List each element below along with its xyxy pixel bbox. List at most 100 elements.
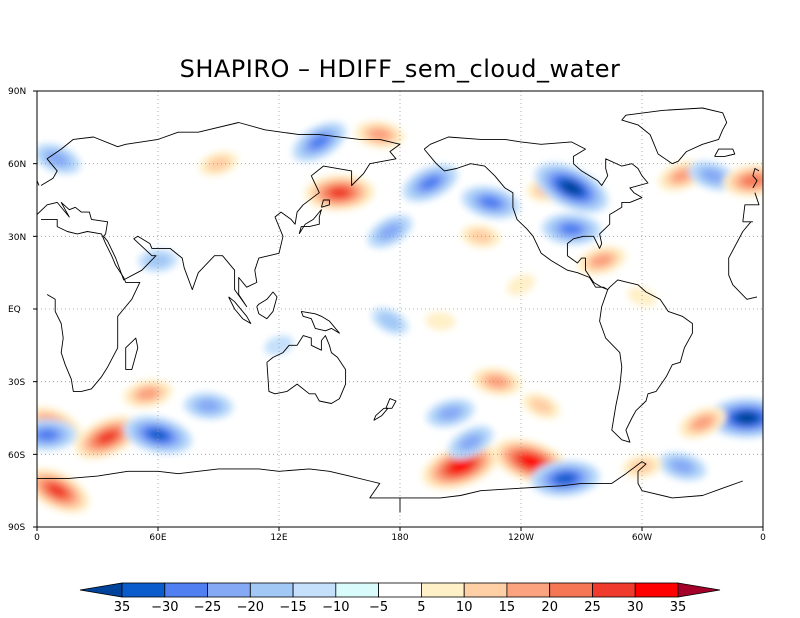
anomaly-neg-36-level-1 [264, 335, 294, 356]
lat-label-60n: 60N [8, 160, 27, 170]
lon-label-0: 0 [34, 533, 40, 543]
anomaly-neg-13-level-3 [379, 223, 401, 240]
colorbar-swatch-10 [506, 582, 551, 598]
anomaly-neg-22-level-3 [197, 399, 220, 412]
anomaly-pos-21-level-5 [47, 484, 67, 498]
anomaly-neg-26-level-3 [460, 434, 481, 450]
colorbar-label-12: 30 [627, 600, 644, 615]
colorbar-swatch-2 [164, 582, 209, 598]
anomaly-pos-20-level-3 [136, 387, 159, 400]
colorbar-swatch-4 [249, 582, 294, 598]
coastline-16 [37, 461, 743, 513]
coastline-10 [256, 291, 278, 320]
anomaly-pos-18-level-5 [98, 431, 117, 444]
anomaly-neg-11-level-3 [701, 169, 724, 183]
anomaly-neg-0-level-4 [309, 134, 329, 149]
colorbar-swatch-7 [378, 582, 422, 598]
coastline-1 [41, 218, 758, 392]
anomaly-pos-39-level-1 [506, 274, 536, 296]
colorbar-swatch-3 [207, 582, 251, 598]
coastline-2 [423, 136, 649, 291]
colorbar: 35 −30 −25 −20 −15 −10 −5 5 10 15 20 25 30 35 [79, 582, 721, 615]
anomaly-neg-6-level-4 [480, 196, 501, 209]
anomaly-neg-34-level-2 [378, 312, 402, 330]
anomaly-pos-23-level-6 [451, 460, 470, 473]
lon-label-60e: 60E [149, 533, 167, 543]
coastline-4 [266, 335, 347, 404]
lon-label-60w: 60W [631, 533, 653, 543]
lon-label-120w: 120W [507, 533, 535, 543]
anomaly-pos-15-level-3 [590, 254, 613, 268]
lat-label-90n: 90N [8, 87, 27, 97]
anomaly-pos-33-level-2 [629, 459, 655, 474]
coastline-15 [714, 148, 736, 157]
anomaly-neg-30-level-6 [737, 413, 757, 423]
colorbar-arrow-high [677, 582, 721, 598]
colorbar-swatch-1 [121, 582, 166, 598]
anomaly-neg-25-level-5 [555, 473, 576, 484]
colorbar-label-5: −10 [322, 600, 349, 615]
anomaly-pos-24-level-6 [521, 456, 541, 468]
coastline-8 [320, 199, 330, 208]
colorbar-label-1: −30 [151, 600, 178, 615]
colorbar-label-8: 10 [456, 600, 473, 615]
lon-label-180: 180 [391, 533, 409, 543]
colorbar-label-3: −20 [237, 600, 264, 615]
coastline-13 [373, 407, 389, 421]
colorbar-label-11: 25 [584, 600, 601, 615]
anomaly-neg-9-level-4 [561, 223, 582, 235]
lat-label-60s: 60S [8, 451, 26, 461]
gridlines [37, 91, 763, 527]
colorbar-swatch-9 [463, 582, 508, 598]
anomaly-pos-14-level-2 [468, 229, 493, 244]
colorbar-swatch-6 [335, 582, 379, 598]
anomaly-neg-32-level-3 [671, 460, 694, 473]
map-title: SHAPIRO – HDIFF_sem_cloud_water [179, 55, 621, 83]
anomaly-neg-28-level-3 [439, 406, 462, 420]
anomaly-pos-1-level-3 [368, 128, 391, 141]
field-anomalies [37, 120, 763, 514]
colorbar-swatch-12 [592, 582, 636, 598]
colorbar-arrow-low [79, 582, 123, 598]
anomaly-neg-5-level-4 [420, 176, 440, 190]
colorbar-swatch-11 [549, 582, 593, 598]
colorbar-swatch-5 [292, 582, 337, 598]
colorbar-label-6: −5 [369, 600, 388, 615]
anomaly-pos-35-level-1 [425, 311, 456, 331]
anomaly-pos-27-level-3 [485, 375, 508, 388]
axis-ticks [33, 90, 764, 531]
coastline-11 [300, 310, 340, 334]
colorbar-swatch-8 [420, 582, 465, 598]
anomaly-neg-19-level-5 [148, 429, 168, 441]
coastline-0 [37, 122, 760, 308]
anomaly-pos-31-level-3 [692, 415, 713, 430]
anomaly-pos-10-level-3 [671, 168, 693, 183]
coastline-12 [385, 398, 397, 409]
anomaly-neg-17-level-4 [37, 429, 58, 441]
anomaly-pos-37-level-1 [627, 286, 657, 307]
coastline-3 [599, 279, 693, 443]
anomaly-neg-38-level-2 [145, 253, 171, 268]
lon-label-120e: 12E [270, 533, 288, 543]
anomaly-pos-2-level-2 [206, 156, 231, 172]
colorbar-label-13: 35 [670, 600, 687, 615]
lon-label-0-end: 0 [760, 533, 766, 543]
coastline-14 [125, 337, 139, 371]
coastline-5 [621, 107, 728, 165]
colorbar-label-7: 5 [417, 600, 425, 615]
colorbar-label-2: −25 [194, 600, 221, 615]
colorbar-swatch-13 [634, 582, 679, 598]
lat-label-90s: 90S [8, 523, 26, 533]
lat-label-30s: 30S [8, 378, 26, 388]
anomaly-pos-4-level-5 [329, 187, 350, 198]
colorbar-label-10: 20 [541, 600, 558, 615]
lat-label-30n: 30N [8, 233, 27, 243]
colorbar-label-9: 15 [499, 600, 516, 615]
colorbar-label-0: 35 [114, 600, 131, 615]
lat-label-eq: EQ [8, 305, 21, 315]
coastline-7 [298, 209, 322, 235]
anomaly-neg-8-level-6 [562, 181, 581, 195]
coastlines [37, 107, 760, 513]
anomaly-pos-12-level-4 [742, 175, 763, 187]
